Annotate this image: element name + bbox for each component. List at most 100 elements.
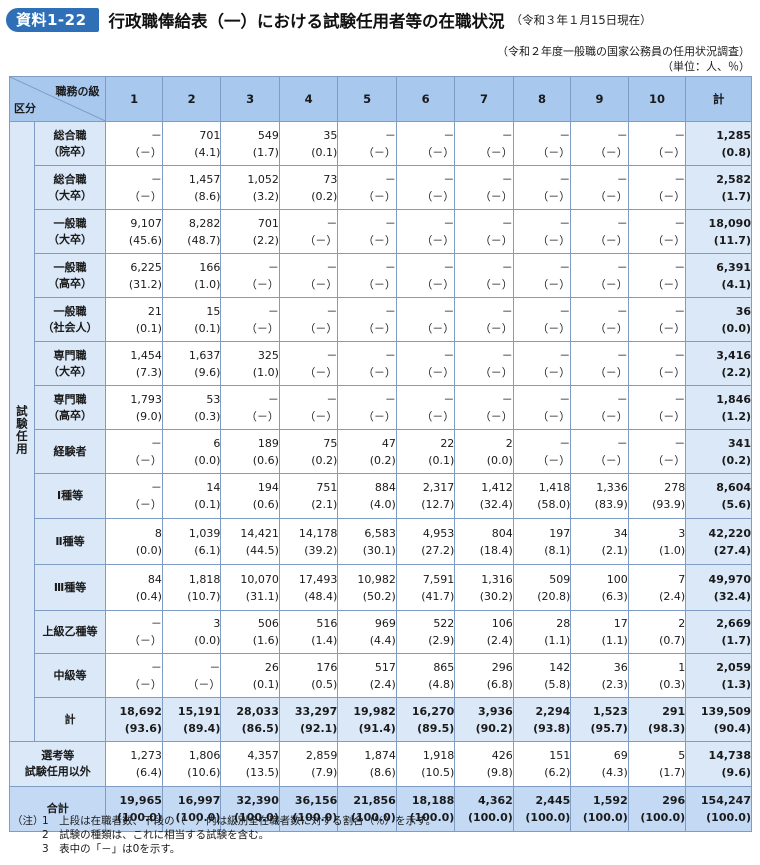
cell-count: 2,317 [422,481,455,494]
table-row: 一般職 （大卒） 9,107 (45.6) 8,282 (48.7) 701 (2.2) － （－… [10,209,752,254]
cell-percent: (100.0) [234,811,279,824]
cell-count: － [674,260,686,274]
col-header: 7 [454,76,514,122]
row-label-sub: （大卒） [48,232,93,246]
total-percent: (9.6) [721,766,751,779]
cell-count: － [501,172,513,186]
col-header: 1 [105,76,163,122]
data-cell: － （－） [570,165,629,210]
total-percent: (5.6) [721,498,751,511]
data-cell: 142 (5.8) [512,653,572,698]
cell-percent: （－） [652,453,686,467]
data-cell: 176 (0.5) [278,653,339,698]
cell-count: 32,390 [236,794,279,807]
cell-count: 194 [257,481,279,494]
data-cell: － （－） [105,429,163,474]
data-cell: 325 (1.0) [220,341,280,386]
data-cell: 34 (2.1) [570,518,629,565]
total-cell: 36 (0.0) [685,297,752,342]
cell-count: － [559,128,571,142]
cell-percent: （－） [479,321,513,335]
cell-percent: （－） [537,277,571,291]
cell-percent: （－） [128,145,162,159]
row-label-main: 専門職 [53,392,87,406]
cell-percent: (0.0) [486,453,513,467]
cell-percent: （－） [652,365,686,379]
col-header: 3 [220,76,280,122]
data-cell: 7 (2.4) [627,564,687,611]
cell-percent: (2.1) [311,498,338,511]
cell-percent: (2.3) [601,677,628,691]
cell-count: 18,188 [411,794,455,807]
cell-count: 509 [549,572,571,586]
row-label-main: 総合職 [53,128,87,142]
data-cell: － （－） [512,429,572,474]
cell-percent: (95.7) [590,721,628,735]
cell-count: 189 [257,436,279,450]
cell-count: － [150,436,162,450]
cell-count: － [616,216,628,230]
cell-count: 291 [662,704,686,718]
cell-percent: （－） [128,189,162,203]
header-row: 職務の級 区分 1 2 3 4 5 6 7 8 9 10 計 [8,76,752,122]
data-cell: － （－） [570,121,629,166]
data-cell: － （－） [395,253,456,298]
cell-count: － [616,436,628,450]
cell-percent: (0.1) [252,677,279,691]
data-cell: 3 (1.0) [627,518,687,565]
cell-percent: （－） [304,277,338,291]
data-cell: 21,856 (100.0) [337,786,397,832]
cell-percent: (0.0) [194,453,221,467]
cell-count: 14 [206,481,221,494]
data-cell: 4,953 (27.2) [395,518,456,565]
data-cell: 1,418 (58.0) [512,473,572,519]
data-cell: － （－） [337,121,397,166]
cell-count: 1,273 [130,749,162,762]
total-percent: (1.2) [721,409,751,423]
cell-percent: (0.1) [135,321,162,335]
cell-count: 506 [257,617,279,630]
cell-count: 21,856 [353,794,396,807]
col-header-total: 計 [685,76,752,122]
data-cell: 15 (0.1) [161,297,222,342]
cell-count: － [384,128,396,142]
cell-percent: (1.4) [311,634,338,647]
cell-percent: (2.4) [486,634,513,647]
cell-percent: （－） [362,321,396,335]
cell-percent: (6.1) [194,543,221,557]
cell-count: 100 [606,572,628,586]
header: 資料1-22 行政職俸給表（一）における試験任用者等の在職状況 （令和３年１月1… [6,7,652,33]
cell-percent: (0.1) [194,498,221,511]
row-label-main: 計 [64,712,76,726]
total-cell: 154,247 (100.0) [685,786,752,832]
data-cell: 522 (2.9) [395,610,456,654]
row-label: Ⅰ種等 [33,473,107,519]
table-row: 選考等 試験任用以外 1,273 (6.4) 1,806 (10.6) 4,357 (13.5… [8,741,752,787]
table-row: 試験任用 総合職 （院卒） － （－） 701 (4.1) 549 (1.7) 35 (0.1) － （… [9,121,752,742]
row-label: 選考等 試験任用以外 [8,741,107,787]
data-cell: － （－） [627,121,687,166]
cell-count: 28,033 [236,704,279,718]
data-cell: 701 (2.2) [220,209,280,254]
cell-percent: （－） [362,189,396,203]
data-cell: － （－） [395,297,456,342]
cell-count: 21 [147,304,162,318]
cell-count: 18,692 [119,704,162,718]
cell-count: 26 [264,660,279,674]
cell-percent: (7.9) [311,766,338,779]
table-row: 中級等 － （－） － （－） 26 (0.1) 176 (0.5) 517 (2.4) 865 (4.… [10,653,752,698]
cell-count: 6 [213,436,221,450]
cell-count: － [559,304,571,318]
col-header: 6 [395,76,456,122]
data-cell: － （－） [395,121,456,166]
cell-percent: （－） [421,409,455,423]
data-cell: － （－） [454,297,514,342]
cell-count: 1,316 [481,572,513,586]
cell-count: 1,793 [130,392,162,406]
cell-count: － [674,348,686,362]
cell-percent: （－） [479,189,513,203]
data-cell: 1,454 (7.3) [105,341,163,386]
data-cell: － （－） [627,385,687,430]
data-cell: － （－） [512,165,572,210]
cell-count: － [674,216,686,230]
